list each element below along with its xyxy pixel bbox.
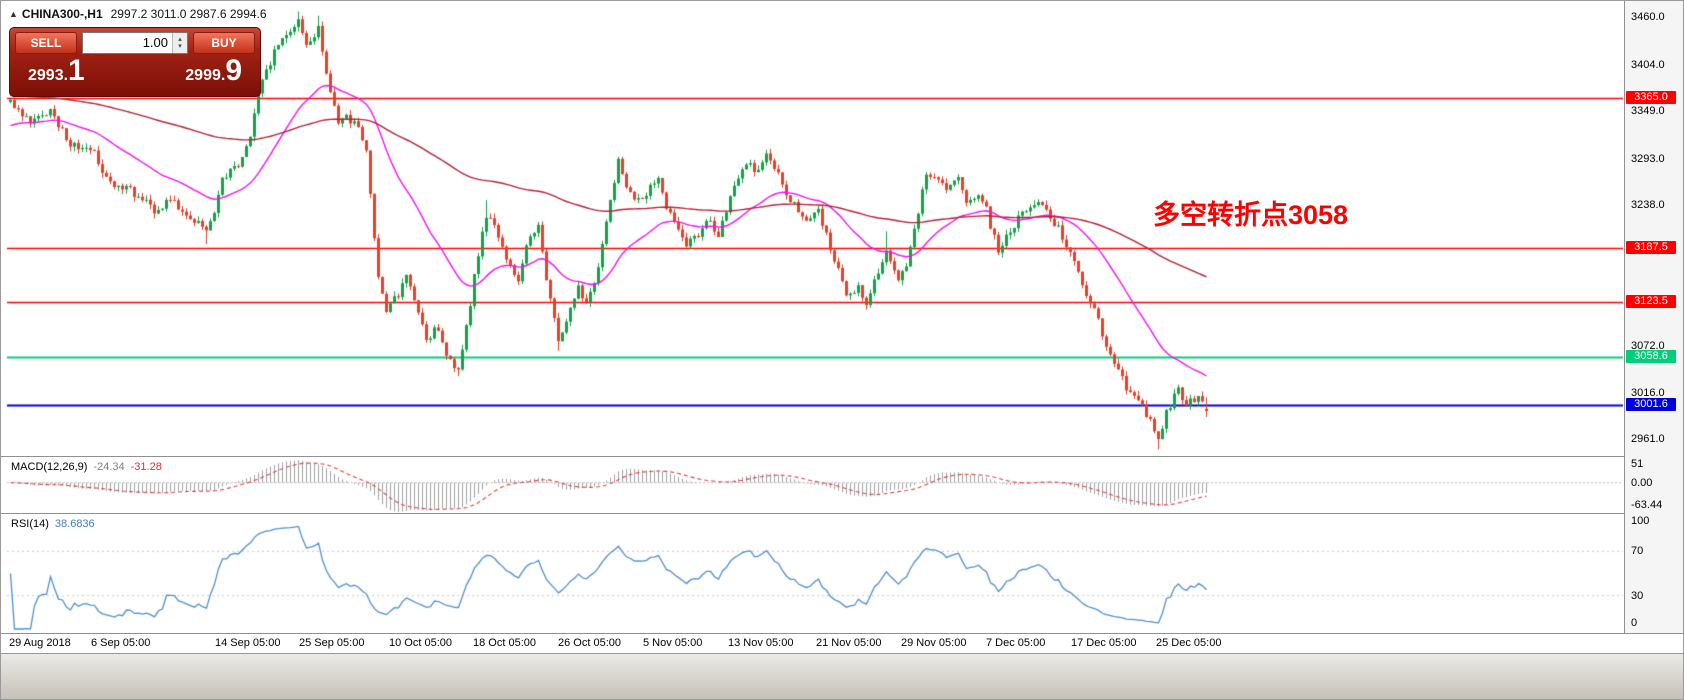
time-axis-label: 26 Oct 05:00 [558, 637, 621, 649]
macd-rsi-separator[interactable] [1, 513, 1683, 514]
time-axis-label: 6 Sep 05:00 [91, 637, 151, 649]
buy-button[interactable]: BUY [193, 32, 255, 54]
time-axis-label: 10 Oct 05:00 [389, 637, 452, 649]
price-axis-separator [1624, 1, 1625, 633]
price-axis-tick: 30 [1631, 589, 1644, 602]
chart-annotation-text[interactable]: 多空转折点3058 [1153, 200, 1349, 230]
buy-price-main: 2999. [185, 67, 226, 84]
time-axis-label: 7 Dec 05:00 [986, 637, 1046, 649]
rsi-name: RSI(14) [11, 518, 49, 530]
quote-prices: 2993.1 2999.9 [15, 54, 255, 88]
sell-price-pip: 1 [68, 54, 85, 87]
time-axis-label: 29 Nov 05:00 [901, 637, 967, 649]
one-click-trading-panel: SELL 1.00 ▴ ▾ BUY 2993.1 2999.9 [9, 27, 261, 97]
time-axis-label: 21 Nov 05:00 [816, 637, 882, 649]
sell-button[interactable]: SELL [15, 32, 77, 54]
volume-spinner[interactable]: ▴ ▾ [172, 33, 187, 53]
price-axis-tick: 3404.0 [1631, 58, 1665, 71]
price-level-badge[interactable]: 3001.6 [1626, 398, 1676, 412]
volume-up-icon[interactable]: ▴ [178, 36, 182, 43]
time-axis-separator [1, 633, 1683, 634]
price-axis-tick: -63.44 [1631, 499, 1663, 511]
price-axis[interactable]: 3460.0 3404.0 3349.0 3293.0 3238.0 3072.0 3016… [1625, 1, 1683, 633]
price-level-badge[interactable]: 3123.5 [1626, 295, 1676, 309]
main-macd-separator[interactable] [1, 456, 1683, 457]
buy-price[interactable]: 2999.9 [185, 54, 242, 88]
time-axis-label: 17 Dec 05:00 [1071, 637, 1137, 649]
symbol-ohlc-values: 2997.2 3011.0 2987.6 2994.6 [110, 7, 267, 21]
time-axis-label: 25 Dec 05:00 [1156, 637, 1222, 649]
price-axis-tick: 100 [1631, 515, 1650, 527]
macd-main-value: -24.34 [93, 461, 125, 473]
price-level-badge[interactable]: 3187.5 [1626, 240, 1676, 254]
window-bottom-bar [1, 653, 1683, 699]
price-axis-tick: 3016.0 [1631, 386, 1665, 399]
time-axis-label: 29 Aug 2018 [9, 637, 71, 649]
price-axis-tick: 3293.0 [1631, 152, 1665, 165]
collapse-icon[interactable]: ▲ [9, 9, 18, 19]
time-axis[interactable]: 29 Aug 2018 6 Sep 05:00 14 Sep 05:00 25 Sep… [1, 635, 1623, 651]
price-axis-tick: 3349.0 [1631, 105, 1665, 118]
time-axis-label: 5 Nov 05:00 [643, 637, 703, 649]
volume-control: 1.00 ▴ ▾ [82, 32, 188, 54]
price-axis-tick: 3238.0 [1631, 199, 1665, 212]
buy-price-pip: 9 [225, 54, 242, 87]
price-axis-tick: 70 [1631, 545, 1644, 558]
sell-price[interactable]: 2993.1 [28, 54, 85, 88]
volume-down-icon[interactable]: ▾ [178, 43, 182, 50]
price-level-badge[interactable]: 3058.6 [1626, 349, 1676, 363]
macd-signal-value: -31.28 [130, 461, 162, 473]
price-level-badge[interactable]: 3365.0 [1626, 90, 1676, 104]
price-axis-tick: 3460.0 [1631, 11, 1665, 24]
macd-indicator-label: MACD(12,26,9) -24.34 -31.28 [11, 461, 162, 473]
rsi-indicator-label: RSI(14) 38.6836 [11, 518, 95, 530]
symbol-info-bar: ▲ CHINA300-,H1 2997.2 3011.0 2987.6 2994.6 [9, 7, 267, 21]
time-axis-label: 13 Nov 05:00 [728, 637, 794, 649]
price-axis-tick: 0.00 [1631, 476, 1653, 489]
price-axis-tick: 3072.0 [1631, 339, 1665, 352]
price-axis-tick: 0 [1631, 617, 1638, 629]
volume-input[interactable]: 1.00 [142, 35, 168, 50]
price-axis-tick: 51 [1631, 458, 1644, 470]
symbol-title: CHINA300-,H1 [21, 7, 103, 21]
time-axis-label: 25 Sep 05:00 [299, 637, 365, 649]
price-axis-tick: 2961.0 [1631, 433, 1665, 446]
time-axis-label: 18 Oct 05:00 [473, 637, 536, 649]
sell-price-main: 2993. [28, 67, 69, 84]
rsi-value: 38.6836 [54, 518, 95, 530]
time-axis-label: 14 Sep 05:00 [215, 637, 281, 649]
macd-name: MACD(12,26,9) [11, 461, 88, 473]
